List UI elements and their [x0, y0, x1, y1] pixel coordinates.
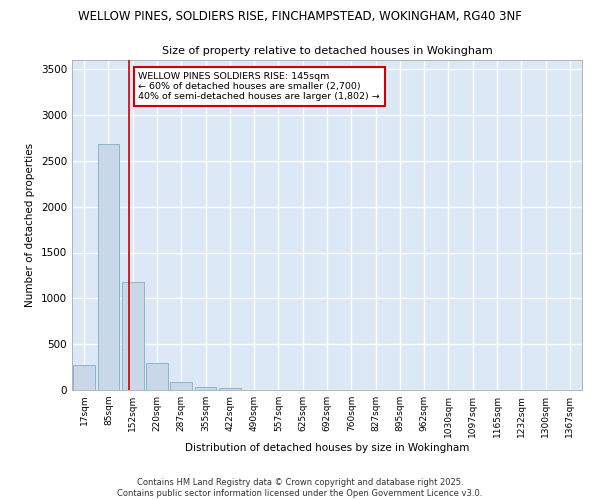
Bar [97, 144, 119, 390]
Title: Size of property relative to detached houses in Wokingham: Size of property relative to detached ho… [161, 46, 493, 56]
Bar [194, 387, 217, 390]
Text: Contains HM Land Registry data © Crown copyright and database right 2025.
Contai: Contains HM Land Registry data © Crown c… [118, 478, 482, 498]
Bar [146, 364, 168, 390]
Bar [73, 365, 95, 390]
Bar [219, 388, 241, 390]
Text: WELLOW PINES SOLDIERS RISE: 145sqm
← 60% of detached houses are smaller (2,700)
: WELLOW PINES SOLDIERS RISE: 145sqm ← 60%… [139, 72, 380, 102]
Y-axis label: Number of detached properties: Number of detached properties [25, 143, 35, 307]
Text: WELLOW PINES, SOLDIERS RISE, FINCHAMPSTEAD, WOKINGHAM, RG40 3NF: WELLOW PINES, SOLDIERS RISE, FINCHAMPSTE… [78, 10, 522, 23]
Bar [122, 282, 143, 390]
Bar [170, 382, 192, 390]
X-axis label: Distribution of detached houses by size in Wokingham: Distribution of detached houses by size … [185, 442, 469, 452]
